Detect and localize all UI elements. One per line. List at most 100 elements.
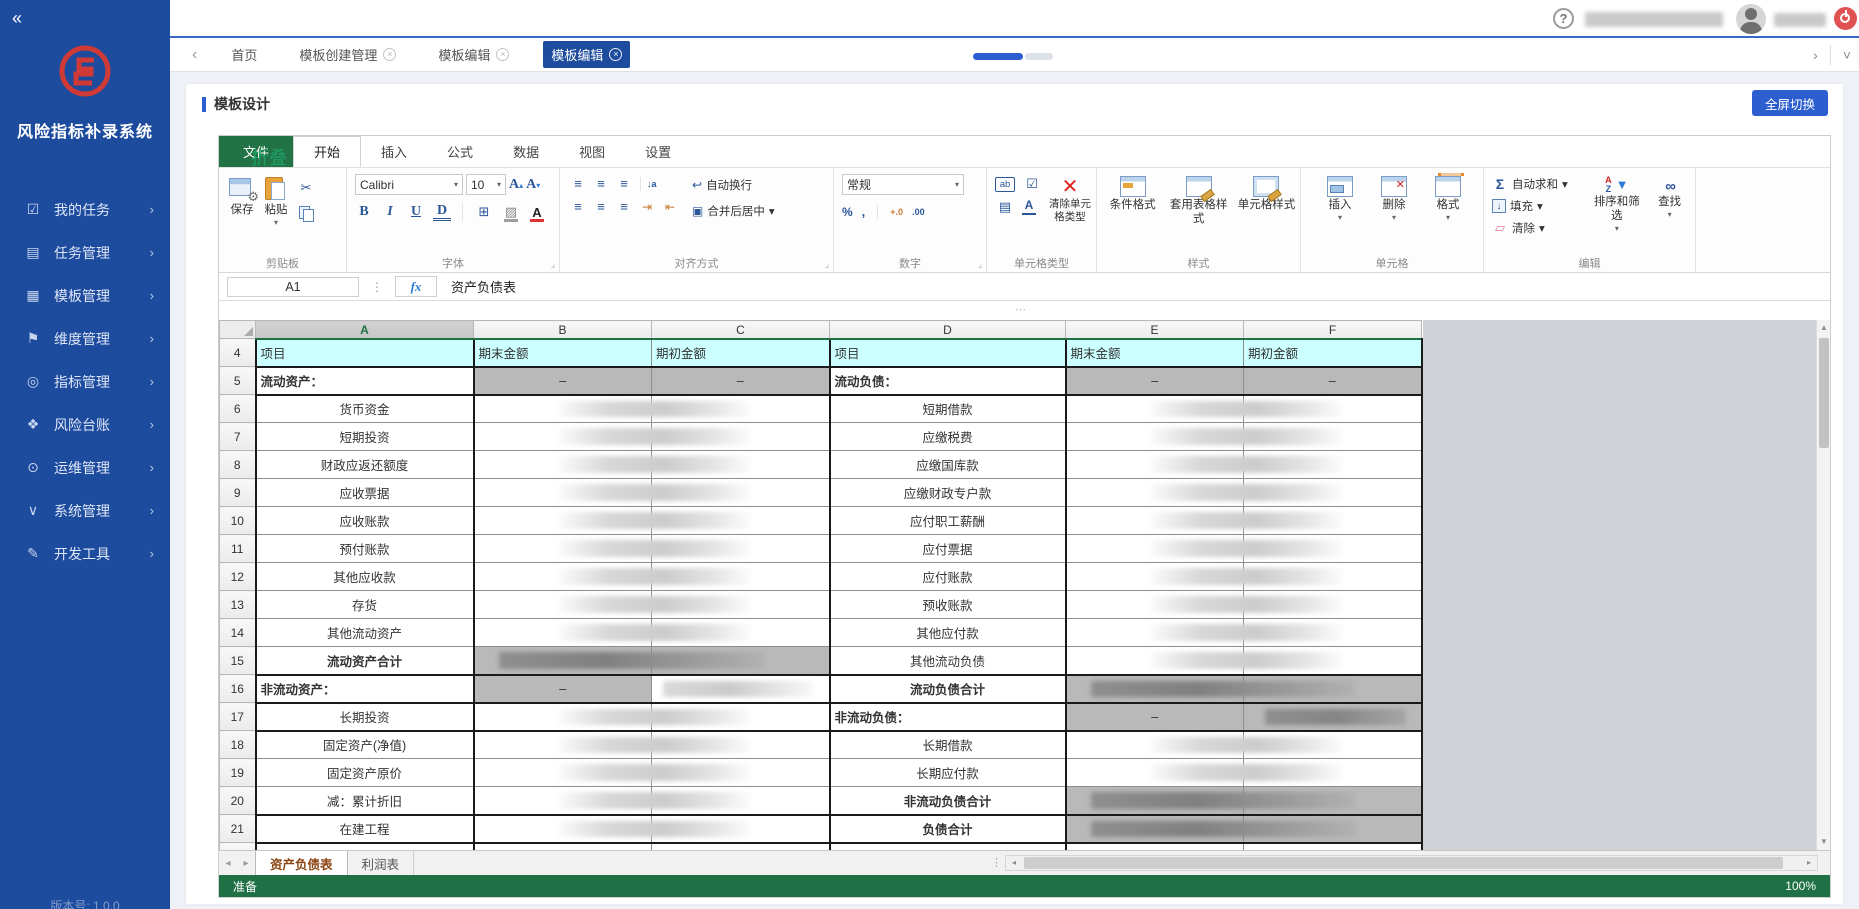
sort-filter-button[interactable]: A Z ▼ 排序和筛选 ▾	[1593, 175, 1640, 233]
tab-home[interactable]: 首页	[223, 41, 265, 68]
grid-cell[interactable]	[1243, 562, 1423, 591]
grid-cell[interactable]: –	[651, 366, 830, 396]
align-right-button[interactable]: ≡	[620, 199, 628, 214]
wrap-text-button[interactable]: ↩ 自动换行	[692, 178, 753, 192]
increase-font-button[interactable]: A ▴	[509, 177, 524, 193]
grid-cell[interactable]: 短期借款	[828, 394, 1066, 423]
grid-cell[interactable]	[1243, 478, 1423, 507]
grid-cell[interactable]	[1243, 758, 1423, 787]
select-all-corner[interactable]	[219, 320, 256, 339]
row-header-16[interactable]: 16	[219, 674, 256, 703]
grid-cell[interactable]	[472, 506, 750, 535]
grid-cell[interactable]: 应收票据	[254, 478, 474, 507]
grid-cell[interactable]	[1243, 450, 1423, 479]
grid-cell[interactable]	[1243, 394, 1423, 423]
row-header-15[interactable]: 15	[219, 646, 256, 675]
grid-cell[interactable]: 货币资金	[254, 394, 474, 423]
grid-cell[interactable]: 应付职工薪酬	[828, 506, 1066, 535]
increase-decimal-button[interactable]: +.0	[890, 206, 904, 217]
grid-cell[interactable]	[1064, 562, 1342, 591]
dialog-launcher-icon[interactable]: ⌟	[550, 259, 555, 269]
grid-cell[interactable]	[1064, 842, 1244, 850]
tab-template-edit-2-active[interactable]: 模板编辑 ×	[543, 41, 631, 68]
grid-cell[interactable]: 预收账款	[828, 590, 1066, 619]
grid-cell[interactable]	[1064, 758, 1342, 787]
label-celltype-button[interactable]: A	[1022, 199, 1036, 215]
grid-cell[interactable]	[1064, 506, 1342, 535]
row-header-13[interactable]: 13	[219, 590, 256, 619]
grid-cell[interactable]	[651, 422, 830, 451]
grid-cell[interactable]	[1243, 814, 1423, 844]
grid-cell[interactable]: –	[1064, 366, 1244, 396]
grid-cell[interactable]: 其他应收款	[254, 562, 474, 591]
row-header-4[interactable]: 4	[219, 338, 256, 367]
column-header-D[interactable]: D	[829, 320, 1066, 339]
align-left-button[interactable]: ≡	[574, 199, 582, 214]
grid-cell[interactable]: 流动负债合计	[828, 674, 1066, 704]
grid-cell[interactable]	[651, 618, 830, 647]
tabs-forward-icon[interactable]: ›	[1813, 47, 1818, 63]
dialog-launcher-icon[interactable]: ⌟	[977, 259, 982, 269]
row-header-19[interactable]: 19	[219, 758, 256, 787]
grid-cell[interactable]	[472, 478, 750, 507]
grid-cell[interactable]: 应收账款	[254, 506, 474, 535]
grid-cell[interactable]: 预付账款	[254, 534, 474, 563]
row-header-6[interactable]: 6	[219, 394, 256, 423]
grid-cell[interactable]	[651, 534, 830, 563]
zoom-level[interactable]: 100%	[1785, 879, 1816, 893]
list-celltype-button[interactable]: ▤	[998, 199, 1012, 214]
row-header-9[interactable]: 9	[219, 478, 256, 507]
avatar[interactable]	[1736, 4, 1766, 34]
sidebar-item-dimension-mgmt[interactable]: ⚑ 维度管理 ›	[0, 317, 170, 360]
grid-cell[interactable]	[1243, 702, 1423, 732]
grid-cell[interactable]	[472, 618, 750, 647]
sheet-tab-balance-sheet[interactable]: 资产负债表	[255, 851, 348, 875]
grid-cell[interactable]: 应缴国库款	[828, 450, 1066, 479]
grid-cell[interactable]: 减：累计折旧	[254, 786, 474, 816]
text-celltype-button[interactable]: ab	[995, 176, 1015, 192]
grid-cell[interactable]	[1064, 534, 1342, 563]
grid-cell[interactable]: 项目	[828, 338, 1066, 368]
grid-cell[interactable]	[472, 450, 750, 479]
grid-cell[interactable]	[651, 394, 830, 423]
merge-center-button[interactable]: ▣ 合并后居中 ▾	[692, 204, 775, 218]
grid-cell[interactable]: 非流动负债合计	[828, 786, 1066, 816]
grid-cell[interactable]	[651, 702, 830, 732]
grid-cell[interactable]	[472, 394, 750, 423]
tabs-back-icon[interactable]: ‹	[192, 45, 198, 63]
grid-cell[interactable]	[1064, 730, 1342, 759]
close-icon[interactable]: ×	[383, 48, 397, 61]
logout-power-icon[interactable]	[1834, 7, 1857, 30]
ribbon-tab-data[interactable]: 数据	[513, 145, 540, 160]
sidebar-item-dev-tools[interactable]: ✎ 开发工具 ›	[0, 532, 170, 575]
double-underline-button[interactable]: D	[433, 203, 451, 221]
horizontal-scrollbar[interactable]: ◂ ▸	[1005, 855, 1818, 871]
sidebar-item-ops-mgmt[interactable]: ⊙ 运维管理 ›	[0, 446, 170, 489]
increase-indent-button[interactable]: ⇥	[641, 199, 653, 214]
delete-cells-button[interactable]: 删除 ▾	[1374, 174, 1414, 256]
grid-cell[interactable]	[1064, 674, 1356, 704]
grid-cell[interactable]: –	[472, 366, 652, 396]
vertical-scroll-thumb[interactable]	[1819, 338, 1829, 448]
find-button[interactable]: ∞ 查找 ▾	[1658, 178, 1682, 219]
grid-cell[interactable]: 负债合计	[828, 814, 1066, 844]
grid-cell[interactable]: 其他流动资产	[254, 618, 474, 647]
grid-cell[interactable]	[472, 562, 750, 591]
scroll-right-icon[interactable]: ▸	[1806, 858, 1811, 867]
cut-button[interactable]: ✂	[295, 178, 317, 198]
percent-style-button[interactable]: %	[842, 204, 853, 219]
grid-cell[interactable]	[472, 842, 652, 850]
sidebar-item-my-tasks[interactable]: ☑ 我的任务 ›	[0, 188, 170, 231]
tab-template-create-mgmt[interactable]: 模板创建管理 ×	[291, 41, 404, 68]
scroll-up-icon[interactable]: ▲	[1820, 323, 1828, 332]
grid-cell[interactable]: 流动负债：	[828, 366, 1066, 396]
sidebar-item-risk-ledger[interactable]: ❖ 风险台账 ›	[0, 403, 170, 446]
tab-template-edit-1[interactable]: 模板编辑 ×	[430, 41, 517, 68]
grid-cell[interactable]: 流动资产合计	[254, 646, 474, 676]
ribbon-tab-collapse[interactable]: 折叠	[251, 148, 287, 168]
cell-name-box[interactable]: A1	[227, 276, 359, 297]
save-button[interactable]: ⚙ 保存	[227, 174, 259, 256]
comma-style-button[interactable]: ,	[861, 204, 866, 219]
conditional-format-button[interactable]: 条件格式	[1105, 174, 1160, 256]
autosum-button[interactable]: Σ 自动求和 ▾	[1492, 176, 1586, 192]
